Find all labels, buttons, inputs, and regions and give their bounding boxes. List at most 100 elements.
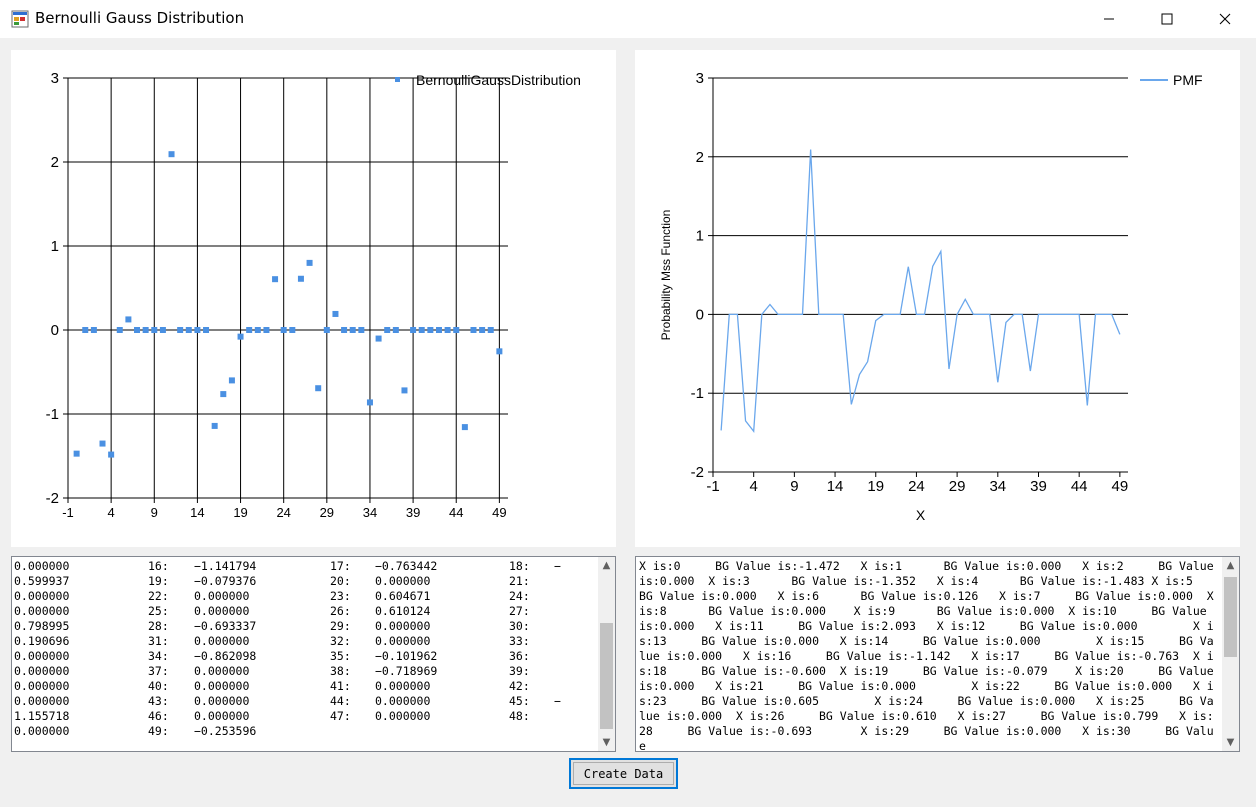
list-cell: 45: <box>509 694 530 708</box>
list-cell: 49: <box>148 724 169 738</box>
list-cell: 0.000000 <box>375 694 431 708</box>
close-button[interactable] <box>1196 0 1254 38</box>
data-point <box>297 275 304 282</box>
list-cell: 0.000000 <box>14 664 70 678</box>
list-cell: −0.693337 <box>194 619 257 633</box>
x-tick-label: 9 <box>790 478 798 495</box>
data-point <box>323 327 330 333</box>
close-icon <box>1219 13 1231 25</box>
bg-values-textbox[interactable]: X is:0 BG Value is:-1.472 X is:1 BG Valu… <box>635 556 1240 752</box>
x-tick-label: 24 <box>276 505 290 520</box>
list-cell: −0.862098 <box>194 649 257 663</box>
data-point <box>263 327 270 333</box>
data-point <box>246 327 253 333</box>
data-point <box>375 335 382 342</box>
legend-label: PMF <box>1173 72 1203 88</box>
create-data-label: Create Data <box>573 762 674 785</box>
list-cell: 0.000000 <box>14 694 70 708</box>
data-point <box>228 377 235 384</box>
list-cell: 31: <box>148 634 169 648</box>
data-point <box>384 327 391 333</box>
data-point <box>358 327 365 333</box>
x-tick-label: -1 <box>706 478 719 495</box>
list-cell: 0.798995 <box>14 619 70 633</box>
list-cell: 38: <box>330 664 351 678</box>
list-cell: −0.763442 <box>375 559 438 573</box>
x-tick-label: 49 <box>492 505 506 520</box>
data-point <box>73 450 80 457</box>
list-cell: 0.000000 <box>14 649 70 663</box>
data-point <box>332 310 339 317</box>
x-tick-label: 4 <box>750 478 758 495</box>
data-point <box>280 327 287 333</box>
data-point <box>159 327 166 333</box>
create-data-button[interactable]: Create Data <box>569 758 678 789</box>
x-tick-label: 44 <box>449 505 463 520</box>
data-point <box>211 422 218 429</box>
list-cell: 37: <box>148 664 169 678</box>
list-cell: 0.000000 <box>194 694 250 708</box>
data-point <box>194 327 201 333</box>
data-point <box>289 327 296 333</box>
data-point <box>108 451 115 458</box>
x-tick-label: 34 <box>363 505 377 520</box>
values-listbox-scrollbar[interactable]: ▲ ▼ <box>598 557 615 751</box>
x-tick-label: 39 <box>1030 478 1047 495</box>
data-point <box>401 387 408 394</box>
list-cell: 0.604671 <box>375 589 431 603</box>
list-cell: 32: <box>330 634 351 648</box>
data-point <box>203 327 210 333</box>
scroll-thumb[interactable] <box>600 623 613 729</box>
data-point <box>461 424 468 431</box>
list-cell: 26: <box>330 604 351 618</box>
scroll-down-icon[interactable]: ▼ <box>1226 737 1235 748</box>
list-cell: 43: <box>148 694 169 708</box>
y-tick-label: 1 <box>51 238 59 255</box>
data-point <box>177 327 184 333</box>
list-cell: −0.101962 <box>375 649 438 663</box>
y-tick-label: 2 <box>696 149 704 166</box>
y-tick-label: 0 <box>51 322 59 339</box>
bg-values-text: X is:0 BG Value is:-1.472 X is:1 BG Valu… <box>639 559 1235 752</box>
list-cell: −0.253596 <box>194 724 257 738</box>
list-cell: 0.610124 <box>375 604 431 618</box>
scroll-down-icon[interactable]: ▼ <box>602 737 611 748</box>
list-cell: 0.000000 <box>194 589 250 603</box>
scroll-up-icon[interactable]: ▲ <box>1226 560 1235 571</box>
maximize-button[interactable] <box>1138 0 1196 38</box>
data-point <box>116 327 123 333</box>
list-cell: 0.599937 <box>14 574 70 588</box>
x-tick-label: 9 <box>151 505 158 520</box>
list-cell: −0.079376 <box>194 574 257 588</box>
list-cell: 42: <box>509 679 530 693</box>
data-point <box>410 327 417 333</box>
list-cell: 25: <box>148 604 169 618</box>
list-cell: 36: <box>509 649 530 663</box>
data-point <box>349 327 356 333</box>
list-cell: 0.000000 <box>14 589 70 603</box>
x-tick-label: 4 <box>108 505 115 520</box>
minimize-button[interactable] <box>1080 0 1138 38</box>
values-listbox[interactable]: 0.000000 16: −1.141794 17: −0.763442 18: − 0.59… <box>11 556 616 752</box>
data-point <box>142 327 149 333</box>
list-cell: 0.000000 <box>375 574 431 588</box>
list-cell: 0.000000 <box>194 709 250 723</box>
y-axis-label: Probability Mss Function <box>659 210 673 341</box>
x-tick-label: 29 <box>949 478 966 495</box>
data-point <box>134 327 141 333</box>
bg-values-scrollbar[interactable]: ▲ ▼ <box>1222 557 1239 751</box>
data-point <box>487 327 494 333</box>
data-point <box>90 327 97 333</box>
data-point <box>418 327 425 333</box>
x-axis-label: X <box>916 507 926 523</box>
list-cell: 30: <box>509 619 530 633</box>
scroll-thumb[interactable] <box>1224 577 1237 657</box>
title-bar: Bernoulli Gauss Distribution <box>0 0 1256 38</box>
scroll-up-icon[interactable]: ▲ <box>602 560 611 571</box>
data-point <box>496 348 503 355</box>
data-point <box>82 327 89 333</box>
y-tick-label: 0 <box>696 306 704 323</box>
y-tick-label: 2 <box>51 154 59 171</box>
list-cell: 27: <box>509 604 530 618</box>
pmf-series-line <box>720 149 1121 433</box>
